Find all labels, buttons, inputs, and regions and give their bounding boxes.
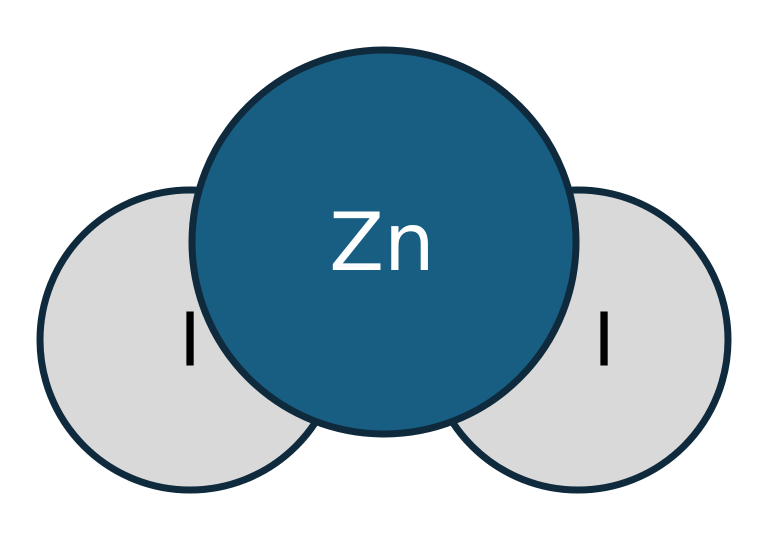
atom-iodine-left-label: I bbox=[179, 298, 201, 384]
atom-iodine-right-label: I bbox=[593, 298, 615, 384]
atom-zinc-circle bbox=[192, 50, 576, 434]
atom-zinc-label: Zn bbox=[329, 196, 435, 289]
atom-zinc-outline bbox=[188, 46, 580, 438]
atom-zinc: Zn bbox=[188, 46, 580, 438]
